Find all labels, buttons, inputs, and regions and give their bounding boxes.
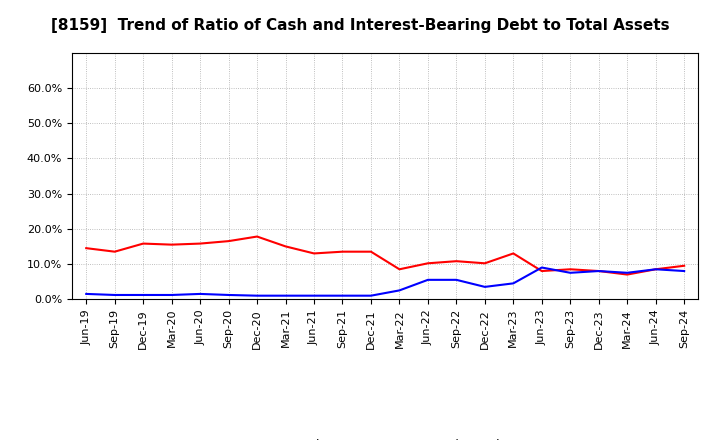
Interest-Bearing Debt (82, 291, 91, 297)
Cash (566, 267, 575, 272)
Interest-Bearing Debt (452, 277, 461, 282)
Interest-Bearing Debt (537, 265, 546, 270)
Interest-Bearing Debt (139, 292, 148, 297)
Cash (395, 267, 404, 272)
Interest-Bearing Debt (595, 268, 603, 274)
Interest-Bearing Debt (167, 292, 176, 297)
Interest-Bearing Debt (338, 293, 347, 298)
Line: Interest-Bearing Debt: Interest-Bearing Debt (86, 268, 684, 296)
Cash (480, 260, 489, 266)
Cash (110, 249, 119, 254)
Cash (310, 251, 318, 256)
Cash (509, 251, 518, 256)
Interest-Bearing Debt (366, 293, 375, 298)
Interest-Bearing Debt (680, 268, 688, 274)
Cash (225, 238, 233, 244)
Cash (623, 272, 631, 277)
Interest-Bearing Debt (225, 292, 233, 297)
Interest-Bearing Debt (253, 293, 261, 298)
Cash (167, 242, 176, 247)
Interest-Bearing Debt (395, 288, 404, 293)
Interest-Bearing Debt (196, 291, 204, 297)
Cash (680, 263, 688, 268)
Interest-Bearing Debt (480, 284, 489, 290)
Cash (537, 268, 546, 274)
Cash (595, 268, 603, 274)
Text: [8159]  Trend of Ratio of Cash and Interest-Bearing Debt to Total Assets: [8159] Trend of Ratio of Cash and Intere… (50, 18, 670, 33)
Cash (652, 267, 660, 272)
Cash (82, 246, 91, 251)
Cash (253, 234, 261, 239)
Cash (366, 249, 375, 254)
Interest-Bearing Debt (623, 270, 631, 275)
Cash (423, 260, 432, 266)
Cash (338, 249, 347, 254)
Interest-Bearing Debt (310, 293, 318, 298)
Interest-Bearing Debt (110, 292, 119, 297)
Cash (452, 259, 461, 264)
Legend: Cash, Interest-Bearing Debt: Cash, Interest-Bearing Debt (257, 433, 513, 440)
Cash (282, 244, 290, 249)
Interest-Bearing Debt (566, 270, 575, 275)
Interest-Bearing Debt (652, 267, 660, 272)
Interest-Bearing Debt (509, 281, 518, 286)
Line: Cash: Cash (86, 237, 684, 275)
Interest-Bearing Debt (282, 293, 290, 298)
Interest-Bearing Debt (423, 277, 432, 282)
Cash (139, 241, 148, 246)
Cash (196, 241, 204, 246)
